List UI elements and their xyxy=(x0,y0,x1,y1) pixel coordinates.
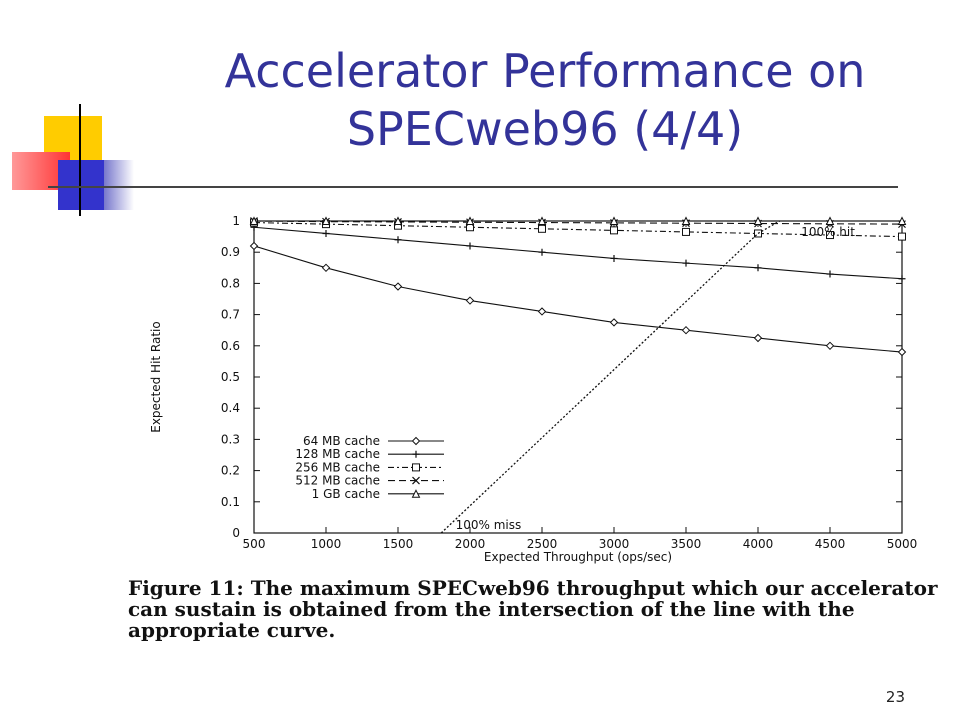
data-point-series-1 xyxy=(898,275,906,283)
data-point-series-0 xyxy=(609,318,619,327)
data-point-series-2 xyxy=(610,226,618,235)
data-point-series-2 xyxy=(898,232,906,241)
x-tick-label: 1000 xyxy=(311,537,342,551)
title-line-1: Accelerator Performance on xyxy=(224,44,866,98)
y-axis-label: Expected Hit Ratio xyxy=(149,321,163,433)
data-point-series-4 xyxy=(825,216,835,225)
y-tick-label: 1 xyxy=(232,214,240,228)
annotation-label: 100% hit xyxy=(801,225,855,239)
y-tick-label: 0.4 xyxy=(221,401,240,415)
data-point-series-1 xyxy=(682,259,690,267)
throughput-line xyxy=(440,220,780,534)
x-tick-label: 3000 xyxy=(599,537,630,551)
data-point-series-0 xyxy=(825,341,835,351)
data-point-series-1 xyxy=(394,236,402,244)
legend-label: 128 MB cache xyxy=(295,447,380,461)
data-point-series-0 xyxy=(465,296,475,305)
data-point-series-0 xyxy=(321,263,331,273)
data-point-series-4 xyxy=(537,216,547,225)
x-axis-label: Expected Throughput (ops/sec) xyxy=(484,550,672,564)
series-line-1 xyxy=(253,226,903,280)
legend-marker xyxy=(411,489,421,498)
y-tick-label: 0.3 xyxy=(221,432,240,446)
title-line-2: SPECweb96 (4/4) xyxy=(346,102,744,156)
y-tick-label: 0.7 xyxy=(221,308,240,322)
data-point-series-2 xyxy=(754,229,762,238)
x-tick-label: 500 xyxy=(243,537,266,551)
data-point-series-2 xyxy=(826,231,834,240)
deco-horizontal-line xyxy=(48,186,898,188)
data-point-series-4 xyxy=(753,216,763,225)
y-tick-label: 0.2 xyxy=(221,464,240,478)
x-tick-label: 4500 xyxy=(815,537,846,551)
y-tick-label: 0.6 xyxy=(221,339,240,353)
y-tick-label: 0.8 xyxy=(221,276,240,290)
series-line-2 xyxy=(253,222,903,238)
data-point-series-4 xyxy=(465,216,475,225)
data-point-series-4 xyxy=(681,216,691,225)
x-tick-label: 5000 xyxy=(887,537,918,551)
y-tick-label: 0.9 xyxy=(221,245,240,259)
series-line-3 xyxy=(253,220,903,225)
legend-label: 64 MB cache xyxy=(303,434,380,448)
deco-blue-block xyxy=(58,160,104,210)
data-point-series-1 xyxy=(322,229,330,237)
data-point-series-4 xyxy=(321,216,331,225)
legend-marker xyxy=(412,476,420,485)
legend-marker xyxy=(411,436,421,446)
data-point-series-0 xyxy=(753,333,763,343)
data-point-series-4 xyxy=(393,216,403,225)
data-point-series-4 xyxy=(249,216,259,225)
x-tick-label: 1500 xyxy=(383,537,414,551)
x-tick-label: 3500 xyxy=(671,537,702,551)
legend-marker xyxy=(412,450,420,458)
deco-vertical-line xyxy=(79,104,81,216)
legend-label: 256 MB cache xyxy=(295,460,380,474)
data-point-series-0 xyxy=(537,307,547,316)
data-point-series-1 xyxy=(466,242,474,250)
legend-label: 512 MB cache xyxy=(295,474,380,488)
series-line-0 xyxy=(253,245,903,353)
hit-ratio-chart: 500 1000 1500 2000 2500 3000 3500 4000 4500 5000 0… xyxy=(149,214,918,564)
data-point-series-4 xyxy=(897,216,907,225)
data-point-series-1 xyxy=(610,254,618,262)
data-point-series-0 xyxy=(897,347,907,357)
page-number: 23 xyxy=(885,688,905,706)
figure-caption: Figure 11: The maximum SPECweb96 through… xyxy=(128,576,938,642)
x-tick-label: 2500 xyxy=(527,537,558,551)
legend-marker xyxy=(412,463,420,472)
page-title: Accelerator Performance on SPECweb96 (4/… xyxy=(150,42,940,158)
deco-blue-fade xyxy=(104,160,134,210)
y-tick-label: 0.5 xyxy=(221,370,240,384)
x-tick-label: 2000 xyxy=(455,537,486,551)
data-point-series-1 xyxy=(826,270,834,278)
data-point-series-0 xyxy=(393,282,403,291)
data-point-series-4 xyxy=(609,216,619,225)
legend-label: 1 GB cache xyxy=(312,487,380,501)
data-point-series-0 xyxy=(249,241,259,251)
data-point-series-1 xyxy=(754,264,762,272)
x-tick-label: 4000 xyxy=(743,537,774,551)
annotation-label: 100% miss xyxy=(456,518,522,532)
data-point-series-1 xyxy=(538,248,546,256)
data-point-series-0 xyxy=(681,325,691,335)
data-point-series-2 xyxy=(682,227,690,236)
y-tick-label: 0 xyxy=(232,526,240,540)
y-tick-label: 0.1 xyxy=(221,495,240,509)
data-point-series-2 xyxy=(538,224,546,233)
